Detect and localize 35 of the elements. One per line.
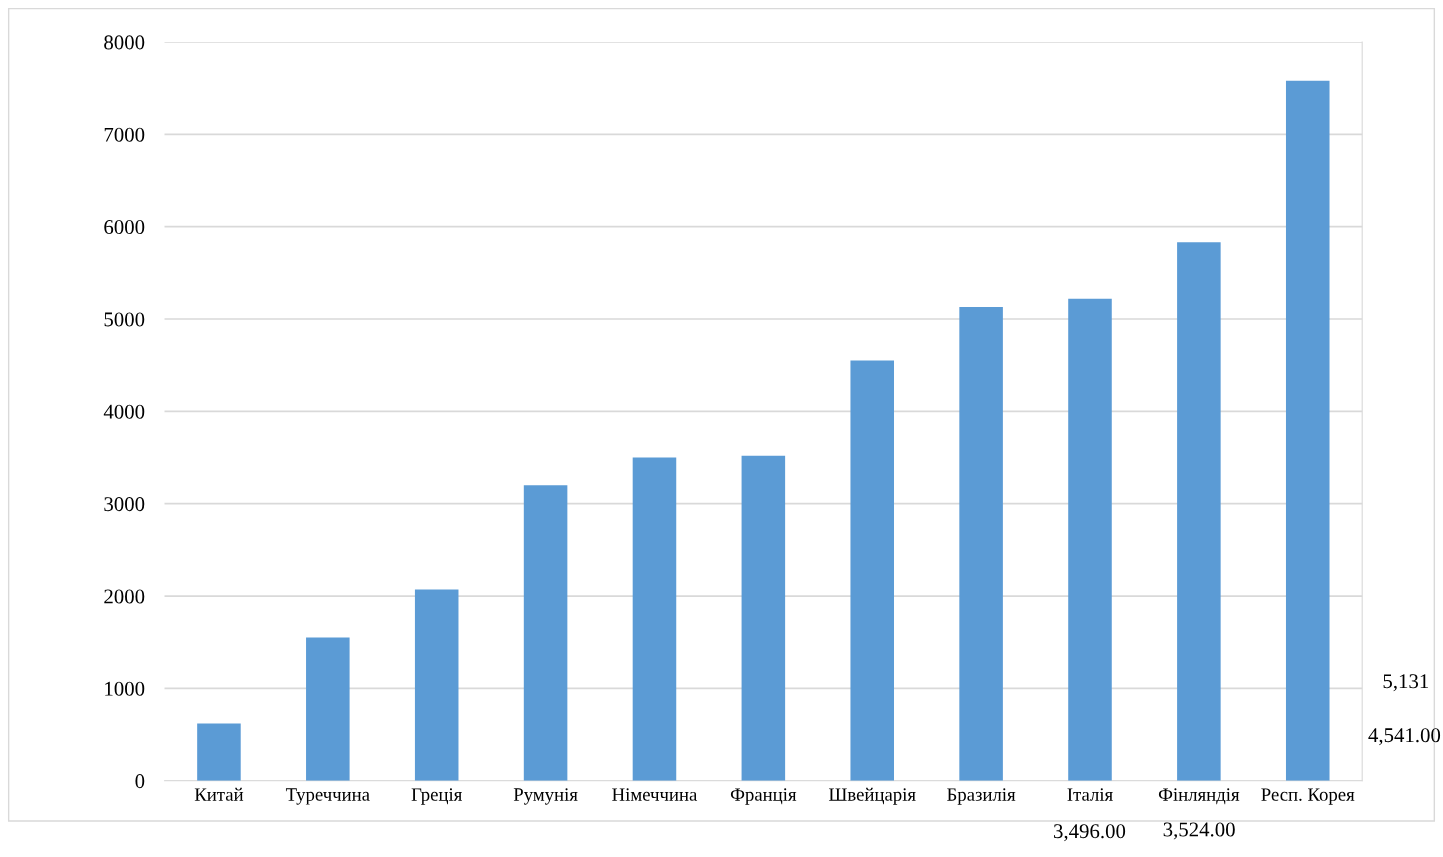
y-tick-label: 7000	[104, 127, 145, 142]
x-tick-label: Франція	[730, 788, 797, 805]
y-tick-label: 3000	[104, 497, 145, 512]
text: 5,131	[1383, 674, 1429, 692]
bar	[1285, 80, 1330, 781]
x-tick-label: Туреччина	[285, 788, 370, 805]
text: 3,524.00	[1163, 822, 1235, 840]
x-tick-label: Китай	[194, 787, 244, 801]
x-tick-label: Фінляндія	[1158, 788, 1240, 805]
y-tick-label: 8000	[104, 35, 145, 50]
y-tick-label: 4000	[103, 404, 145, 419]
bar	[1068, 298, 1112, 781]
bar	[959, 307, 1003, 781]
bar	[1177, 242, 1221, 781]
x-tick-label: Бразилія	[947, 788, 1016, 805]
x-tick-label: Італія	[1067, 788, 1113, 801]
x-tick-label: Румунія	[513, 788, 578, 805]
bar	[523, 485, 568, 781]
x-tick-label: Швейцарія	[828, 787, 916, 805]
x-tick-label: Греція	[411, 788, 462, 805]
text: 3,496.00	[1054, 824, 1126, 842]
bar	[197, 723, 241, 781]
x-tick-label: Респ. Корея	[1261, 788, 1355, 805]
y-tick-label: 5000	[104, 312, 145, 327]
bar	[850, 360, 894, 781]
bar	[741, 455, 786, 781]
bar	[306, 637, 350, 781]
y-tick-label: 0	[135, 774, 145, 789]
text: 4,541.00	[1368, 728, 1441, 746]
bar	[632, 457, 677, 781]
y-tick-label: 6000	[104, 220, 145, 235]
bar	[414, 589, 459, 781]
y-tick-label: 1000	[105, 681, 145, 696]
x-tick-label: Німеччина	[612, 788, 698, 801]
y-tick-label: 2000	[104, 589, 145, 604]
